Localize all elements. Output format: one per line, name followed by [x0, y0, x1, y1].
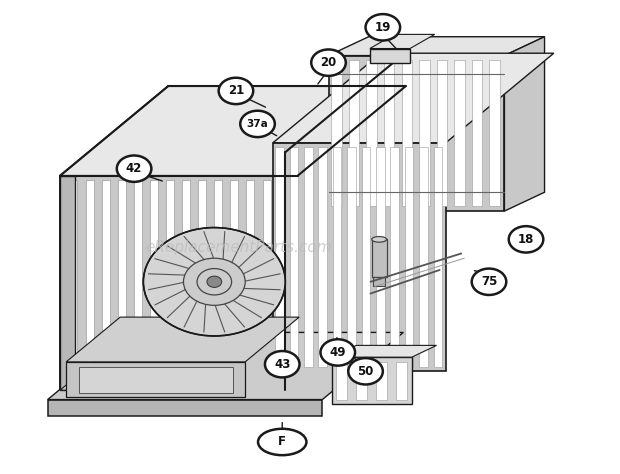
Polygon shape [419, 147, 428, 366]
Polygon shape [318, 147, 327, 366]
Polygon shape [48, 400, 322, 416]
Polygon shape [275, 147, 284, 366]
Circle shape [311, 49, 346, 76]
Polygon shape [329, 55, 505, 211]
Polygon shape [472, 60, 482, 206]
Polygon shape [505, 36, 544, 211]
Polygon shape [182, 181, 190, 385]
Polygon shape [102, 181, 110, 385]
Polygon shape [373, 277, 385, 286]
Text: 75: 75 [480, 275, 497, 288]
Polygon shape [419, 60, 430, 206]
Text: 50: 50 [357, 365, 374, 378]
Polygon shape [372, 239, 386, 277]
Polygon shape [134, 181, 142, 385]
Polygon shape [246, 181, 254, 385]
Circle shape [241, 111, 275, 137]
Polygon shape [329, 36, 544, 55]
Polygon shape [60, 176, 298, 390]
Polygon shape [166, 181, 174, 385]
Polygon shape [489, 60, 500, 206]
Polygon shape [332, 357, 412, 404]
Ellipse shape [258, 429, 306, 455]
Polygon shape [348, 60, 360, 206]
Polygon shape [454, 60, 465, 206]
Polygon shape [150, 181, 158, 385]
Polygon shape [60, 176, 76, 390]
Text: 18: 18 [518, 233, 534, 246]
Polygon shape [69, 181, 78, 385]
Polygon shape [66, 362, 245, 397]
Polygon shape [391, 147, 399, 366]
Text: 42: 42 [126, 162, 142, 175]
Polygon shape [384, 60, 394, 206]
Polygon shape [376, 362, 387, 400]
Text: 37a: 37a [247, 119, 268, 129]
Polygon shape [60, 363, 108, 390]
Polygon shape [118, 181, 126, 385]
Circle shape [472, 269, 507, 295]
Polygon shape [273, 143, 446, 371]
Polygon shape [376, 147, 384, 366]
Text: 20: 20 [321, 56, 337, 69]
Polygon shape [436, 60, 447, 206]
Polygon shape [273, 53, 554, 143]
Polygon shape [290, 147, 298, 366]
Polygon shape [278, 181, 286, 385]
Polygon shape [402, 60, 412, 206]
Circle shape [143, 228, 285, 336]
Polygon shape [433, 147, 442, 366]
Polygon shape [335, 362, 347, 400]
Circle shape [366, 14, 400, 40]
Polygon shape [66, 317, 299, 362]
Circle shape [197, 269, 232, 295]
Circle shape [348, 358, 383, 384]
Circle shape [509, 226, 543, 253]
Polygon shape [405, 147, 414, 366]
Polygon shape [331, 60, 342, 206]
Polygon shape [231, 181, 238, 385]
Text: 49: 49 [329, 346, 346, 359]
Polygon shape [48, 332, 404, 400]
Text: F: F [278, 436, 286, 448]
Text: 43: 43 [274, 358, 290, 371]
Text: eReplacementParts.com: eReplacementParts.com [146, 240, 332, 255]
Text: 21: 21 [228, 84, 244, 98]
Polygon shape [361, 147, 370, 366]
Circle shape [184, 258, 245, 305]
Text: 19: 19 [374, 21, 391, 34]
Polygon shape [356, 362, 366, 400]
Polygon shape [215, 181, 223, 385]
Polygon shape [396, 362, 407, 400]
Circle shape [321, 339, 355, 365]
Polygon shape [366, 60, 377, 206]
Polygon shape [304, 147, 312, 366]
Ellipse shape [372, 237, 386, 242]
Polygon shape [332, 346, 436, 357]
Circle shape [265, 351, 299, 377]
Polygon shape [333, 147, 342, 366]
Polygon shape [198, 181, 206, 385]
Circle shape [219, 78, 253, 104]
Polygon shape [370, 35, 435, 48]
Polygon shape [60, 86, 405, 176]
Polygon shape [60, 176, 298, 390]
Polygon shape [262, 181, 270, 385]
Polygon shape [298, 86, 405, 388]
Polygon shape [298, 96, 405, 390]
Polygon shape [370, 48, 410, 63]
Circle shape [117, 155, 151, 182]
Polygon shape [79, 366, 233, 392]
Circle shape [207, 276, 222, 287]
Polygon shape [86, 181, 94, 385]
Polygon shape [347, 147, 356, 366]
